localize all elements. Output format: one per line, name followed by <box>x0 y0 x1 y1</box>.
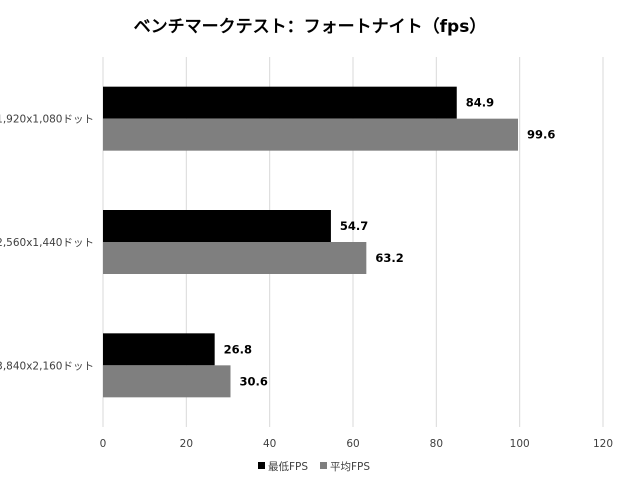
data-label: 26.8 <box>224 342 252 356</box>
category-label: 2,560x1,440ドット <box>0 237 94 249</box>
x-tick-label: 60 <box>346 438 359 450</box>
bar <box>103 210 331 242</box>
legend-swatch <box>258 462 265 469</box>
chart-title: ベンチマークテスト：フォートナイト（fps） <box>133 17 487 37</box>
x-tick-label: 20 <box>180 438 193 450</box>
data-label: 99.6 <box>527 128 555 142</box>
category-label: 1,920x1,080ドット <box>0 114 94 126</box>
bar <box>103 118 518 151</box>
data-label: 63.2 <box>375 251 403 265</box>
x-tick-label: 100 <box>510 438 530 450</box>
legend-label: 平均FPS <box>330 461 370 473</box>
bar <box>103 242 367 274</box>
category-label: 3,840x2,160ドット <box>0 360 94 372</box>
data-label: 84.9 <box>466 96 494 110</box>
bar <box>103 365 231 398</box>
legend-swatch <box>320 462 327 469</box>
x-tick-label: 40 <box>263 438 276 450</box>
legend-label: 最低FPS <box>268 460 308 473</box>
data-label: 54.7 <box>340 219 368 233</box>
x-tick-label: 80 <box>430 438 443 450</box>
x-tick-label: 0 <box>100 438 107 450</box>
x-tick-label: 120 <box>593 438 613 450</box>
bar <box>103 333 215 366</box>
data-label: 30.6 <box>240 374 268 388</box>
bar <box>103 86 457 119</box>
